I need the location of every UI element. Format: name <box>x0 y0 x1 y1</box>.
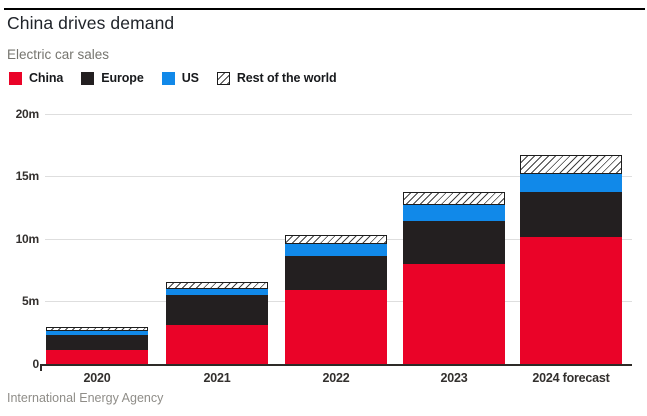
bar-segment-china <box>46 349 148 364</box>
bar-segment-rest-of-the-world <box>520 154 622 174</box>
legend-label: Rest of the world <box>236 71 337 85</box>
bar-segment-europe <box>285 256 387 290</box>
legend: China Europe US Rest of the world <box>9 71 337 85</box>
source-note: International Energy Agency <box>7 391 164 405</box>
legend-label: Europe <box>101 71 144 85</box>
x-axis-tick-label: 2022 <box>322 371 350 385</box>
x-axis-tick-label: 2020 <box>83 371 111 385</box>
x-axis-line <box>40 363 632 366</box>
legend-swatch-icon <box>161 71 175 85</box>
legend-item-europe: Europe <box>81 71 144 85</box>
bar-segment-us <box>46 331 148 335</box>
y-axis-tick-label: 5m <box>22 294 39 308</box>
chart-subtitle: Electric car sales <box>7 47 110 62</box>
top-rule <box>4 8 645 10</box>
bar-segment-europe <box>403 221 505 264</box>
legend-swatch-icon <box>81 71 95 85</box>
y-axis-tick-label: 20m <box>15 106 40 121</box>
bar-segment-europe <box>166 294 268 325</box>
y-axis-tick-label: 15m <box>15 169 40 183</box>
bar-segment-us <box>285 243 387 256</box>
legend-item-us: US <box>161 71 199 85</box>
x-axis-tick-label: 2021 <box>203 371 231 385</box>
legend-label: US <box>181 71 199 85</box>
chart-title: China drives demand <box>7 13 175 33</box>
legend-item-rest-of-the-world: Rest of the world <box>216 71 337 85</box>
y-axis-tick-label: 10m <box>15 231 40 246</box>
x-axis-tick-label: 2024 forecast <box>532 371 610 385</box>
bar-segment-europe <box>520 192 622 238</box>
bar-segment-china <box>520 237 622 364</box>
legend-item-china: China <box>9 71 63 85</box>
bar-segment-china <box>285 289 387 364</box>
y-axis-tick-label: 0 <box>32 356 40 371</box>
bar-segment-rest-of-the-world <box>46 327 148 331</box>
legend-label: China <box>29 71 64 85</box>
bar-segment-us <box>403 204 505 221</box>
bar-segment-china <box>166 324 268 364</box>
bar-segment-rest-of-the-world <box>403 192 505 205</box>
bar-segment-us <box>520 173 622 193</box>
x-axis-tick-label: 2023 <box>440 371 468 385</box>
x-axis-origin-tick <box>40 363 42 371</box>
gridline-20m <box>45 113 632 115</box>
legend-swatch-icon <box>216 71 230 85</box>
gridline-15m <box>45 176 632 177</box>
bar-segment-rest-of-the-world <box>285 234 387 244</box>
bar-segment-rest-of-the-world <box>166 282 268 289</box>
bar-segment-europe <box>46 334 148 350</box>
legend-swatch-icon <box>9 71 22 85</box>
bar-segment-us <box>166 288 268 295</box>
bar-segment-china <box>403 263 505 364</box>
